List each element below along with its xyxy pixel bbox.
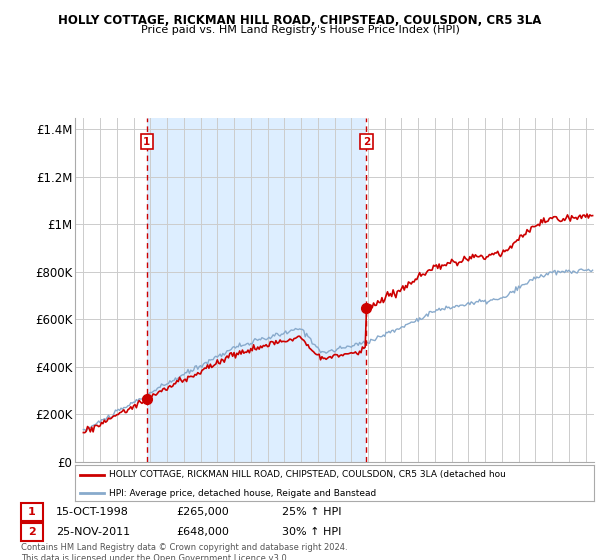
Text: Price paid vs. HM Land Registry's House Price Index (HPI): Price paid vs. HM Land Registry's House … [140,25,460,35]
Text: 2: 2 [28,527,36,537]
FancyBboxPatch shape [21,503,43,521]
Text: HOLLY COTTAGE, RICKMAN HILL ROAD, CHIPSTEAD, COULSDON, CR5 3LA (detached hou: HOLLY COTTAGE, RICKMAN HILL ROAD, CHIPST… [109,470,506,479]
Text: HOLLY COTTAGE, RICKMAN HILL ROAD, CHIPSTEAD, COULSDON, CR5 3LA: HOLLY COTTAGE, RICKMAN HILL ROAD, CHIPST… [58,14,542,27]
Text: Contains HM Land Registry data © Crown copyright and database right 2024.
This d: Contains HM Land Registry data © Crown c… [21,543,347,560]
Text: 30% ↑ HPI: 30% ↑ HPI [283,527,342,537]
Text: £265,000: £265,000 [176,507,229,517]
Text: 2: 2 [362,137,370,147]
Text: 15-OCT-1998: 15-OCT-1998 [56,507,129,517]
FancyBboxPatch shape [21,523,43,540]
Text: HPI: Average price, detached house, Reigate and Banstead: HPI: Average price, detached house, Reig… [109,489,376,498]
Bar [147,118,367,462]
Text: 1: 1 [28,507,36,517]
Text: 25-NOV-2011: 25-NOV-2011 [56,527,130,537]
Text: 1: 1 [143,137,151,147]
Text: 25% ↑ HPI: 25% ↑ HPI [283,507,342,517]
Text: £648,000: £648,000 [176,527,230,537]
